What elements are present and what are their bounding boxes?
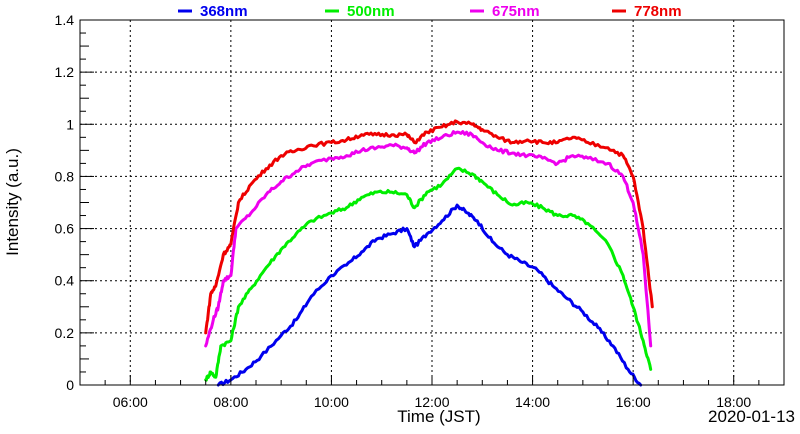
series-line-778nm (204, 119, 654, 335)
series-layer (204, 119, 654, 387)
y-axis-title: Intensity (a.u.) (3, 148, 22, 256)
y-tick-label: 0.4 (55, 273, 75, 289)
series-line-368nm (216, 203, 643, 387)
x-tick-label: 06:00 (113, 394, 148, 410)
y-tick-label: 0.8 (55, 168, 75, 184)
x-tick-label: 18:00 (716, 394, 751, 410)
legend: 368nm 500nm 675nm 778nm (178, 3, 682, 20)
x-tick-label: 12:00 (414, 394, 449, 410)
legend-label-368nm: 368nm (200, 3, 248, 20)
y-tick-label: 0.6 (55, 221, 75, 237)
date-label: 2020-01-13 (708, 407, 795, 426)
x-tick-label: 14:00 (515, 394, 550, 410)
legend-label-778nm: 778nm (634, 3, 682, 20)
x-tick-label: 08:00 (213, 394, 248, 410)
y-tick-label: 0.2 (55, 325, 75, 341)
x-tick-label: 10:00 (314, 394, 349, 410)
grid (80, 20, 784, 385)
x-axis-title: Time (JST) (397, 407, 480, 426)
y-tick-label: 1.2 (55, 64, 75, 80)
y-tick-label: 0 (66, 377, 74, 393)
y-tick-label: 1.4 (55, 12, 75, 28)
legend-label-500nm: 500nm (347, 3, 395, 20)
x-tick-label: 16:00 (616, 394, 651, 410)
series-line-675nm (204, 130, 653, 348)
axis-ticks: 06:00 08:00 10:00 12:00 14:00 16:00 18:00 0 0.2 0… (55, 12, 785, 410)
y-tick-label: 1 (66, 116, 74, 132)
series-line-500nm (204, 166, 653, 382)
legend-label-675nm: 675nm (492, 3, 540, 20)
